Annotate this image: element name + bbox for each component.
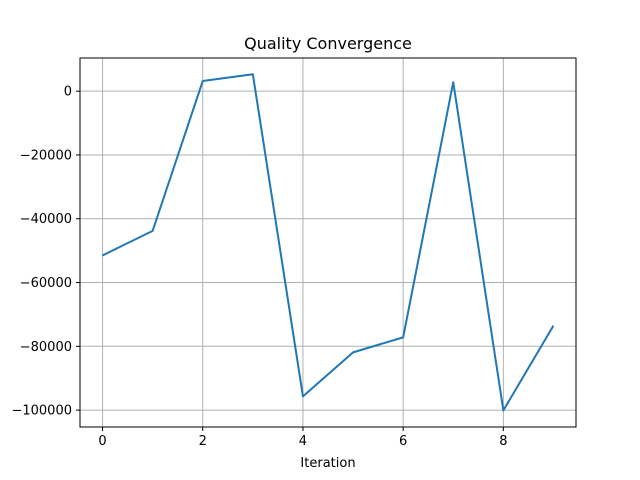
x-tick-label: 4 <box>299 434 307 449</box>
y-tick-label: −80000 <box>20 340 72 355</box>
y-tick-label: −100000 <box>11 404 72 419</box>
plot-frame <box>79 57 577 428</box>
series-line <box>102 73 555 412</box>
y-tick-label: 0 <box>64 85 72 100</box>
y-tick-label: −20000 <box>20 148 72 163</box>
x-axis-label: Iteration <box>300 456 355 471</box>
y-tick-label: −60000 <box>20 276 72 291</box>
x-tick-label: 8 <box>499 434 507 449</box>
x-tick-label: 2 <box>199 434 207 449</box>
y-axis: 0 −20000 −40000 −60000 −80000 −100000 <box>11 85 80 419</box>
y-tick-label: −40000 <box>20 212 72 227</box>
chart-title: Quality Convergence <box>244 34 412 53</box>
x-tick-label: 0 <box>98 434 106 449</box>
series-layer <box>102 73 555 412</box>
x-axis: 0 2 4 6 8 <box>98 427 507 449</box>
x-tick-label: 6 <box>399 434 407 449</box>
